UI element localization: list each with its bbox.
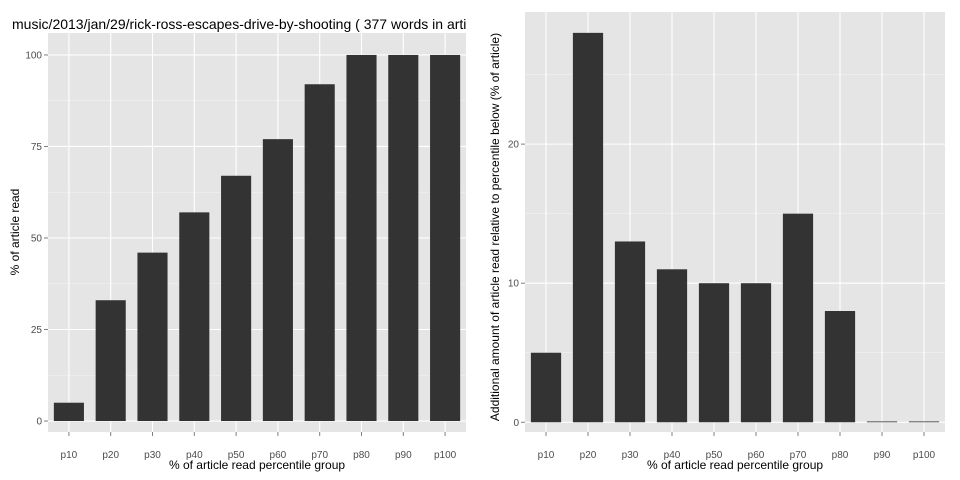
bar-p60: [740, 283, 772, 423]
x-tick-label: p90: [395, 450, 412, 461]
bar-p100: [908, 421, 940, 423]
y-tick-label: 10: [508, 279, 520, 290]
bar-p80: [346, 54, 377, 422]
x-tick-label: p60: [748, 450, 765, 461]
bar-p80: [824, 311, 856, 423]
x-tick-label: p70: [311, 450, 328, 461]
bar-p60: [262, 139, 293, 422]
bar-p40: [179, 212, 210, 422]
bar-p30: [137, 252, 168, 422]
bar-group: [530, 32, 940, 423]
bar-p50: [221, 175, 252, 422]
bar-group: [53, 54, 461, 422]
bar-p40: [656, 269, 688, 423]
x-tick-label: p80: [353, 450, 370, 461]
chart-left-percent-read: music/2013/jan/29/rick-ross-escapes-driv…: [8, 16, 466, 472]
y-axis-title: % of article read: [8, 189, 22, 276]
x-tick-label: p40: [186, 450, 203, 461]
y-tick-label: 50: [31, 233, 43, 244]
bar-p10: [530, 352, 562, 423]
x-tick-label: p30: [622, 450, 639, 461]
x-tick-label: p50: [228, 450, 245, 461]
x-axis-title: % of article read percentile group: [647, 458, 823, 472]
bar-p30: [614, 241, 646, 423]
bar-p70: [782, 213, 814, 423]
y-tick-label: 75: [31, 142, 43, 153]
y-tick-label: 25: [31, 325, 43, 336]
y-tick-label: 0: [36, 417, 42, 428]
y-axis-ticks: 0 10 20: [508, 140, 525, 429]
x-tick-label: p50: [706, 450, 723, 461]
y-tick-label: 0: [513, 418, 519, 429]
bar-p90: [388, 54, 419, 422]
x-tick-label: p80: [832, 450, 849, 461]
x-tick-label: p70: [790, 450, 807, 461]
chart-title: music/2013/jan/29/rick-ross-escapes-driv…: [12, 16, 466, 32]
bar-p70: [304, 84, 335, 422]
x-axis-ticks: p10 p20 p30 p40 p50 p60 p70 p80 p90 p100: [61, 432, 457, 461]
bar-p20: [95, 300, 126, 422]
x-axis-title: % of article read percentile group: [169, 458, 345, 472]
x-tick-label: p100: [434, 450, 457, 461]
x-tick-label: p20: [102, 450, 119, 461]
x-tick-label: p10: [61, 450, 78, 461]
x-tick-label: p10: [538, 450, 555, 461]
x-tick-label: p40: [664, 450, 681, 461]
bar-p100: [430, 54, 461, 422]
chart-right-additional-read: 0 10 20 p10 p20 p30 p40 p50 p60 p70 p80 p90 p100 % …: [488, 12, 945, 472]
y-axis-ticks: 0 25 50 75 100: [25, 50, 48, 428]
x-tick-label: p60: [270, 450, 287, 461]
x-tick-label: p30: [144, 450, 161, 461]
y-tick-label: 100: [25, 50, 42, 61]
bar-p10: [53, 402, 84, 422]
bar-p20: [572, 32, 604, 423]
x-axis-ticks: p10 p20 p30 p40 p50 p60 p70 p80 p90 p100: [538, 432, 936, 461]
x-tick-label: p100: [913, 450, 936, 461]
bar-p90: [866, 421, 898, 423]
x-tick-label: p90: [874, 450, 891, 461]
bar-p50: [698, 283, 730, 423]
y-axis-title: Additional amount of article read relati…: [488, 33, 502, 421]
x-tick-label: p20: [580, 450, 597, 461]
y-tick-label: 20: [508, 140, 520, 151]
